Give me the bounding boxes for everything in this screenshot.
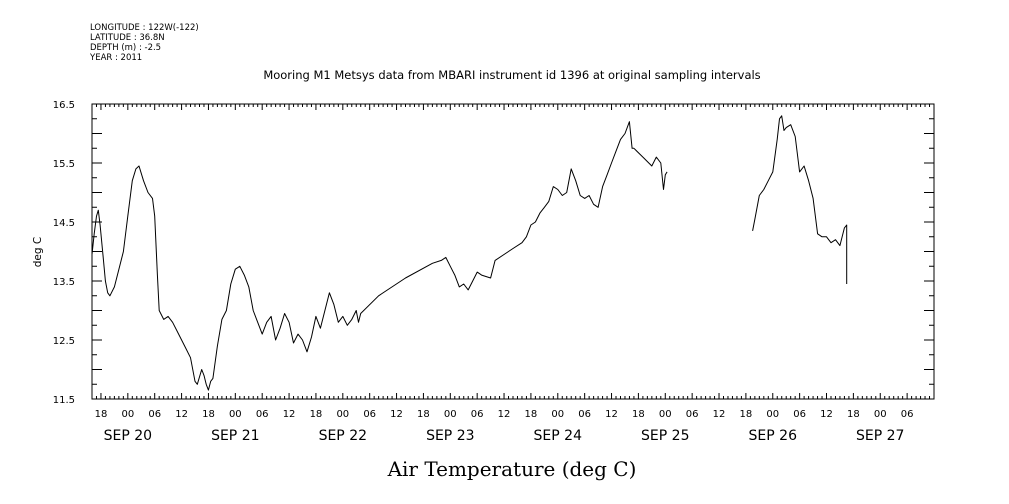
x-tick-label: 06: [793, 409, 806, 420]
x-tick-label: 06: [578, 409, 591, 420]
y-tick-label: 11.5: [53, 395, 75, 406]
x-tick-label: 18: [310, 409, 323, 420]
x-date-label: SEP 24: [534, 428, 583, 444]
x-date-label: SEP 23: [426, 428, 474, 444]
x-date-label: SEP 26: [749, 428, 798, 444]
x-tick-label: 18: [740, 409, 753, 420]
x-date-label: SEP 25: [641, 428, 689, 444]
x-tick-label: 00: [659, 409, 672, 420]
x-tick-label: 06: [363, 409, 376, 420]
y-axis: 11.5 12.5 13.5 14.5 15.5 16.5: [53, 100, 934, 406]
x-tick-label: 00: [229, 409, 242, 420]
x-tick-label: 06: [686, 409, 699, 420]
x-tick-label: 12: [820, 409, 833, 420]
x-tick-label: 00: [121, 409, 134, 420]
x-date-label: SEP 22: [319, 428, 367, 444]
x-tick-label: 12: [283, 409, 296, 420]
y-axis-label: deg C: [32, 237, 44, 267]
y-tick-label: 12.5: [53, 336, 75, 347]
meta-depth: DEPTH (m) : -2.5: [90, 43, 161, 53]
x-axis-label: Air Temperature (deg C): [387, 457, 637, 481]
x-tick-label: 00: [551, 409, 564, 420]
x-date-label: SEP 20: [104, 428, 152, 444]
x-tick-label: 00: [874, 409, 887, 420]
meta-year: YEAR : 2011: [89, 53, 142, 63]
meta-latitude: LATITUDE : 36.8N: [90, 33, 165, 43]
chart-title: Mooring M1 Metsys data from MBARI instru…: [263, 68, 760, 82]
x-tick-label: 18: [847, 409, 860, 420]
x-tick-label: 00: [444, 409, 457, 420]
series-line: [91, 121, 668, 391]
x-tick-label: 06: [148, 409, 161, 420]
x-tick-label: 12: [390, 409, 403, 420]
x-tick-label: 12: [605, 409, 618, 420]
plot-frame: [91, 103, 935, 400]
y-tick-label: 16.5: [53, 100, 75, 111]
x-tick-label: 18: [95, 409, 108, 420]
x-date-label: SEP 27: [856, 428, 904, 444]
x-tick-label: 12: [498, 409, 511, 420]
series-layer: [91, 115, 848, 391]
x-axis: 18 00 06 12 18 00 06 12 18 00 06 12 18 00 06 12 18 00 06 12…: [91, 104, 935, 444]
y-tick-label: 14.5: [53, 218, 75, 229]
y-tick-label: 15.5: [53, 159, 75, 170]
x-tick-label: 06: [471, 409, 484, 420]
x-tick-label: 06: [901, 409, 914, 420]
y-tick-label: 13.5: [53, 277, 75, 288]
meta-longitude: LONGITUDE : 122W(-122): [90, 23, 199, 33]
x-tick-label: 18: [202, 409, 215, 420]
series-line: [752, 115, 848, 284]
x-tick-label: 12: [713, 409, 726, 420]
x-tick-label: 18: [632, 409, 645, 420]
x-tick-label: 00: [336, 409, 349, 420]
x-tick-label: 06: [256, 409, 269, 420]
x-tick-label: 00: [766, 409, 779, 420]
x-date-label: SEP 21: [211, 428, 259, 444]
x-tick-label: 18: [417, 409, 430, 420]
x-tick-label: 12: [175, 409, 188, 420]
x-tick-label: 18: [525, 409, 538, 420]
